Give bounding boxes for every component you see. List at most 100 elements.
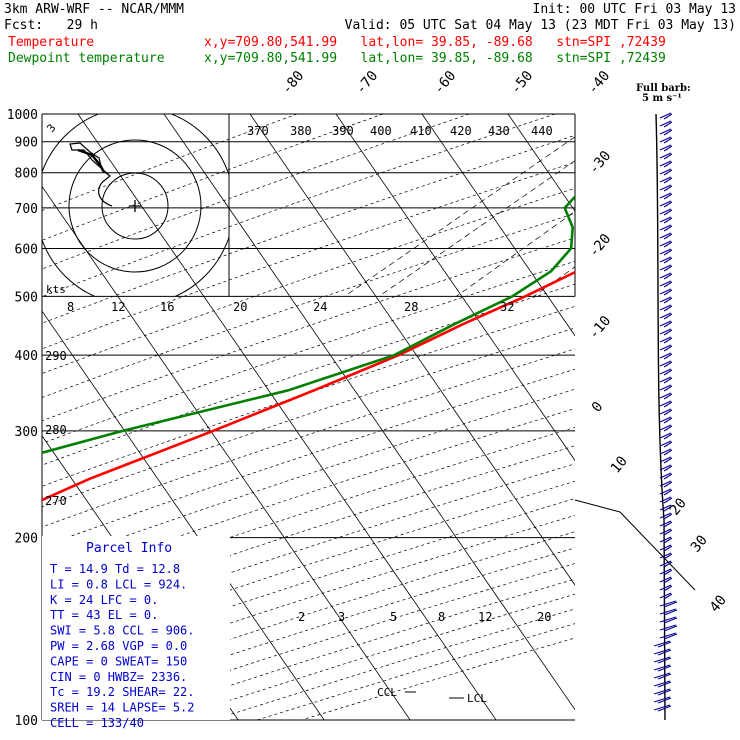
wind-barb — [659, 520, 673, 528]
hodograph-center — [129, 200, 141, 212]
dry-adiabat — [42, 213, 575, 398]
isotherm-label: -80 — [279, 68, 308, 98]
wind-barb — [659, 504, 673, 512]
mixing-ratio-label: 8 — [438, 610, 445, 624]
wind-barb — [659, 408, 673, 416]
wind-barb — [659, 160, 673, 168]
pressure-label-500: 500 — [15, 290, 38, 305]
wind-barb — [659, 440, 673, 448]
parcel-title: Parcel Info — [86, 541, 172, 556]
parcel-row: Tc = 19.2 SHEAR= 22. — [50, 685, 195, 699]
ccl-label: CCL — [377, 686, 397, 699]
wind-barb — [659, 184, 673, 192]
pressure-label-400: 400 — [15, 349, 38, 364]
wind-barb — [659, 360, 673, 368]
wind-barb — [659, 136, 673, 144]
dewpoint-legend: Dewpoint temperature — [8, 51, 165, 66]
parcel-row: CIN = 0 HWBZ= 2336. — [50, 670, 187, 684]
wind-barb — [659, 488, 673, 496]
wind-barb — [659, 592, 673, 600]
wind-barb — [659, 176, 673, 184]
dry-adiabat — [42, 161, 575, 350]
pressure-label-700: 700 — [15, 202, 38, 217]
parcel-row: LI = 0.8 LCL = 924. — [50, 577, 187, 591]
wind-barb — [659, 200, 673, 208]
wind-barb — [659, 560, 673, 568]
mixing-ratio-label: 2 — [298, 610, 305, 624]
wind-barb — [653, 672, 672, 680]
isotherm — [249, 114, 575, 586]
wind-barb — [659, 344, 673, 352]
wind-barb — [659, 240, 673, 248]
wind-barb — [653, 696, 672, 704]
parcel-row: T = 14.9 Td = 12.8 — [50, 562, 180, 576]
pressure-label-1000: 1000 — [7, 108, 38, 123]
temperature-legend: Temperature — [8, 35, 95, 50]
hodograph-axis-label: 28 — [404, 300, 418, 314]
wind-barb — [659, 352, 673, 360]
wind-barb — [653, 680, 672, 688]
lcl-label: LCL — [467, 692, 487, 705]
wind-barb — [659, 568, 673, 576]
wind-barb — [659, 112, 673, 120]
wind-barb — [659, 120, 673, 128]
wind-barb — [659, 448, 673, 456]
isotherm-label: -40 — [585, 68, 614, 98]
hodograph-axis-label: 24 — [313, 300, 327, 314]
parcel-box-bg — [42, 536, 230, 720]
wind-barb — [659, 256, 673, 264]
wind-barb — [659, 192, 673, 200]
isotherm — [421, 114, 575, 337]
isotherm — [507, 114, 575, 212]
theta-label: 430 — [488, 124, 510, 138]
isotherm — [335, 114, 575, 462]
wind-barb — [659, 536, 673, 544]
parcel-row: CAPE = 0 SWEAT= 150 — [50, 654, 187, 668]
isotherm-label: -50 — [508, 68, 537, 98]
mixing-ratio-label: 5 — [390, 610, 397, 624]
wind-barb — [659, 336, 673, 344]
dry-adiabat — [212, 608, 575, 720]
barb-legend: Full barb: 5 m s⁻¹ — [636, 84, 691, 104]
wind-barb — [659, 232, 673, 240]
wind-barb — [659, 272, 673, 280]
pressure-label-100: 100 — [15, 714, 38, 729]
dry-adiabat — [42, 114, 556, 297]
left-theta-label: 280 — [45, 423, 67, 437]
parcel-row: SREH = 14 LAPSE= 5.2 — [50, 701, 195, 715]
init-time: Init: 00 UTC Fri 03 May 13 — [532, 2, 737, 17]
isotherm-label: -70 — [353, 68, 382, 98]
wind-barb — [659, 304, 673, 312]
mixing-ratio-lines — [344, 114, 740, 297]
wind-barb — [659, 368, 673, 376]
hodograph-axis-label: 20 — [233, 300, 247, 314]
parcel-row: TT = 43 EL = 0. — [50, 608, 158, 622]
wind-barb — [659, 624, 678, 632]
wind-barb — [653, 704, 672, 712]
wind-barb — [653, 648, 672, 656]
theta-label: 420 — [450, 124, 472, 138]
wind-barb — [659, 416, 673, 424]
barb-legend-unit: 5 m s⁻¹ — [642, 93, 682, 104]
dry-adiabat — [42, 114, 384, 241]
isotherm — [77, 114, 497, 720]
wind-barb — [659, 424, 673, 432]
parcel-row: SWI = 5.8 CCL = 906. — [50, 624, 195, 638]
isotherm — [163, 114, 575, 711]
wind-barb — [659, 528, 673, 536]
pressure-label-900: 900 — [15, 136, 38, 151]
hodograph-axis-label: 12 — [111, 300, 125, 314]
theta-label: 380 — [290, 124, 312, 138]
isotherm-label: 0 — [589, 399, 607, 416]
dry-adiabat — [42, 305, 575, 487]
dewpoint-location: x,y=709.80,541.99 lat,lon= 39.85, -89.68… — [204, 51, 666, 66]
wind-barb — [659, 544, 673, 552]
hodograph-axis-label: 32 — [500, 300, 514, 314]
wind-barb — [659, 608, 678, 616]
theta-label: 410 — [410, 124, 432, 138]
dry-adiabat — [42, 187, 575, 374]
wind-barb — [659, 208, 673, 216]
mixing-ratio-line — [671, 114, 740, 296]
isotherm-label: -30 — [586, 148, 615, 178]
wind-barb — [659, 264, 673, 272]
